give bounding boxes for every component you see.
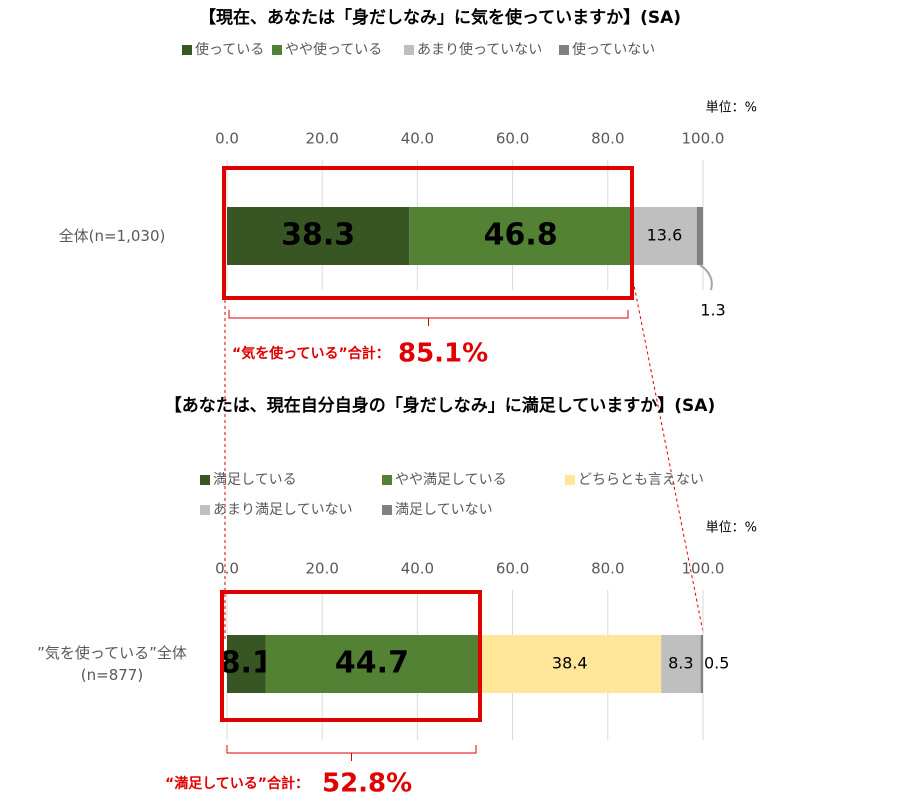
x-tick-label: 0.0 — [215, 560, 239, 578]
x-tick-label: 80.0 — [591, 560, 624, 578]
x-tick-label: 40.0 — [401, 130, 434, 148]
brace — [226, 745, 477, 761]
legend-label: 満足していない — [395, 502, 493, 518]
legend-label: やや満足している — [395, 472, 507, 488]
legend-label: 満足している — [213, 472, 297, 488]
x-tick-label: 60.0 — [496, 130, 529, 148]
bar-segment — [661, 635, 701, 693]
legend-label: あまり満足していない — [213, 502, 353, 518]
bar-segment — [265, 635, 479, 693]
category-label: 全体(n=1,030) — [58, 227, 166, 245]
value-label: 46.8 — [484, 218, 558, 253]
highlight-box — [220, 590, 482, 722]
legend-swatch — [382, 475, 392, 485]
legend-swatch — [559, 45, 569, 55]
legend-label: どちらとも言えない — [578, 472, 704, 488]
x-tick-label: 100.0 — [682, 130, 725, 148]
x-tick-label: 20.0 — [305, 130, 338, 148]
bar-segment — [227, 207, 410, 265]
value-label: 13.6 — [647, 226, 683, 245]
brace — [228, 310, 629, 326]
chart-title: 【現在、あなたは「身だしなみ」に気を使っていますか】(SA) — [199, 7, 681, 28]
legend-swatch — [272, 45, 282, 55]
x-tick-label: 80.0 — [591, 130, 624, 148]
value-label: 1.3 — [700, 301, 725, 320]
legend-swatch — [200, 475, 210, 485]
x-tick-label: 60.0 — [496, 560, 529, 578]
legend-swatch — [200, 505, 210, 515]
chart-title: 【あなたは、現在自分自身の「身だしなみ」に満足していますか】(SA) — [165, 395, 715, 416]
legend-label: あまり使っていない — [417, 41, 542, 58]
legend-label: やや使っている — [285, 41, 382, 58]
legend-swatch — [382, 505, 392, 515]
value-label: 38.3 — [281, 218, 355, 253]
value-label: 0.5 — [704, 654, 729, 673]
value-label: 38.4 — [552, 654, 588, 673]
unit-label: 単位：% — [706, 520, 757, 536]
legend-label: 使っている — [195, 41, 264, 58]
category-label: ”気を使っている”全体 (n=877) — [37, 644, 187, 684]
highlight-box — [222, 166, 634, 300]
value-label: 8.1 — [220, 646, 273, 681]
bar-segment — [700, 635, 703, 693]
bar-segment — [478, 635, 662, 693]
bar-segment — [409, 207, 633, 265]
connector — [631, 274, 704, 633]
annotation-total: 85.1% — [398, 339, 488, 369]
value-label: 44.7 — [335, 646, 409, 681]
leader-line — [699, 264, 713, 291]
x-tick-label: 20.0 — [305, 560, 338, 578]
value-label: 8.3 — [668, 654, 693, 673]
annotation-total: 52.8% — [322, 769, 412, 799]
x-tick-label: 100.0 — [682, 560, 725, 578]
legend-swatch — [182, 45, 192, 55]
x-tick-label: 0.0 — [215, 130, 239, 148]
bar-segment — [696, 207, 703, 265]
x-tick-label: 40.0 — [401, 560, 434, 578]
legend-swatch — [565, 475, 575, 485]
legend-label: 使っていない — [572, 41, 655, 58]
bar-segment — [632, 207, 697, 265]
bar-segment — [227, 635, 266, 693]
unit-label: 単位：% — [706, 100, 757, 116]
annotation: “気を使っている”合計： — [232, 345, 390, 362]
legend-swatch — [404, 45, 414, 55]
annotation: “満足している”合計： — [165, 775, 309, 792]
